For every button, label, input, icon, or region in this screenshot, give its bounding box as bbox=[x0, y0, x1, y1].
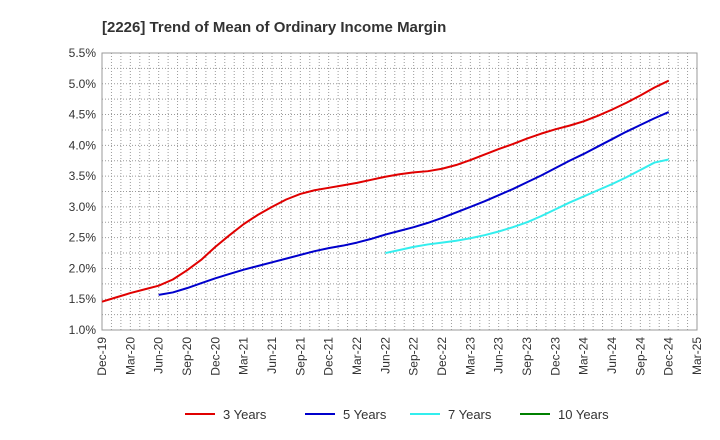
y-tick-label: 5.5% bbox=[69, 46, 97, 60]
x-tick-label: Mar-24 bbox=[577, 337, 591, 375]
y-tick-label: 2.5% bbox=[69, 231, 97, 245]
x-tick-label: Jun-24 bbox=[605, 337, 619, 374]
x-tick-label: Dec-21 bbox=[322, 337, 336, 376]
x-tick-label: Dec-20 bbox=[208, 337, 222, 376]
chart-title: [2226] Trend of Mean of Ordinary Income … bbox=[102, 19, 446, 36]
legend-label-4: 10 Years bbox=[558, 407, 609, 422]
x-tick-label: Jun-20 bbox=[152, 337, 166, 374]
x-tick-label: Sep-23 bbox=[520, 337, 534, 376]
x-tick-label: Sep-20 bbox=[180, 337, 194, 376]
x-tick-label: Dec-19 bbox=[95, 337, 109, 376]
legend-label-3: 7 Years bbox=[448, 407, 492, 422]
x-tick-label: Mar-23 bbox=[463, 337, 477, 375]
y-tick-label: 4.0% bbox=[69, 138, 97, 152]
x-tick-label: Jun-22 bbox=[378, 337, 392, 374]
x-tick-label: Mar-20 bbox=[123, 337, 137, 375]
grid bbox=[102, 53, 697, 330]
x-tick-label: Jun-21 bbox=[265, 337, 279, 374]
series-line-3 bbox=[385, 158, 669, 255]
y-axis: 1.0% 1.5% 2.0% 2.5% 3.0% 3.5% 4.0% 4.5% 5.0% 5.5% bbox=[69, 46, 97, 337]
x-tick-label: Mar-25 bbox=[690, 337, 704, 375]
series-lines bbox=[101, 79, 670, 303]
y-tick-label: 3.5% bbox=[69, 169, 97, 183]
legend-label-2: 5 Years bbox=[343, 407, 387, 422]
x-tick-label: Sep-21 bbox=[293, 337, 307, 376]
y-tick-label: 3.0% bbox=[69, 200, 97, 214]
x-tick-label: Dec-24 bbox=[662, 337, 676, 376]
x-tick-label: Mar-22 bbox=[350, 337, 364, 375]
x-tick-label: Mar-21 bbox=[237, 337, 251, 375]
legend-label-1: 3 Years bbox=[223, 407, 267, 422]
x-axis: Dec-19 Mar-20 Jun-20 Sep-20 Dec-20 Mar-21 Jun-… bbox=[95, 337, 704, 376]
y-tick-label: 1.5% bbox=[69, 292, 97, 306]
x-tick-label: Sep-24 bbox=[633, 337, 647, 376]
y-tick-label: 4.5% bbox=[69, 108, 97, 122]
x-tick-label: Dec-23 bbox=[548, 337, 562, 376]
y-tick-label: 1.0% bbox=[69, 323, 97, 337]
plot-area bbox=[101, 52, 698, 331]
series-line-2 bbox=[158, 111, 670, 296]
legend: 3 Years 5 Years 7 Years 10 Years bbox=[185, 407, 609, 422]
y-tick-label: 5.0% bbox=[69, 77, 97, 91]
x-tick-label: Jun-23 bbox=[492, 337, 506, 374]
x-tick-label: Dec-22 bbox=[435, 337, 449, 376]
x-tick-label: Sep-22 bbox=[407, 337, 421, 376]
y-tick-label: 2.0% bbox=[69, 261, 97, 275]
series-line-1 bbox=[101, 79, 670, 303]
